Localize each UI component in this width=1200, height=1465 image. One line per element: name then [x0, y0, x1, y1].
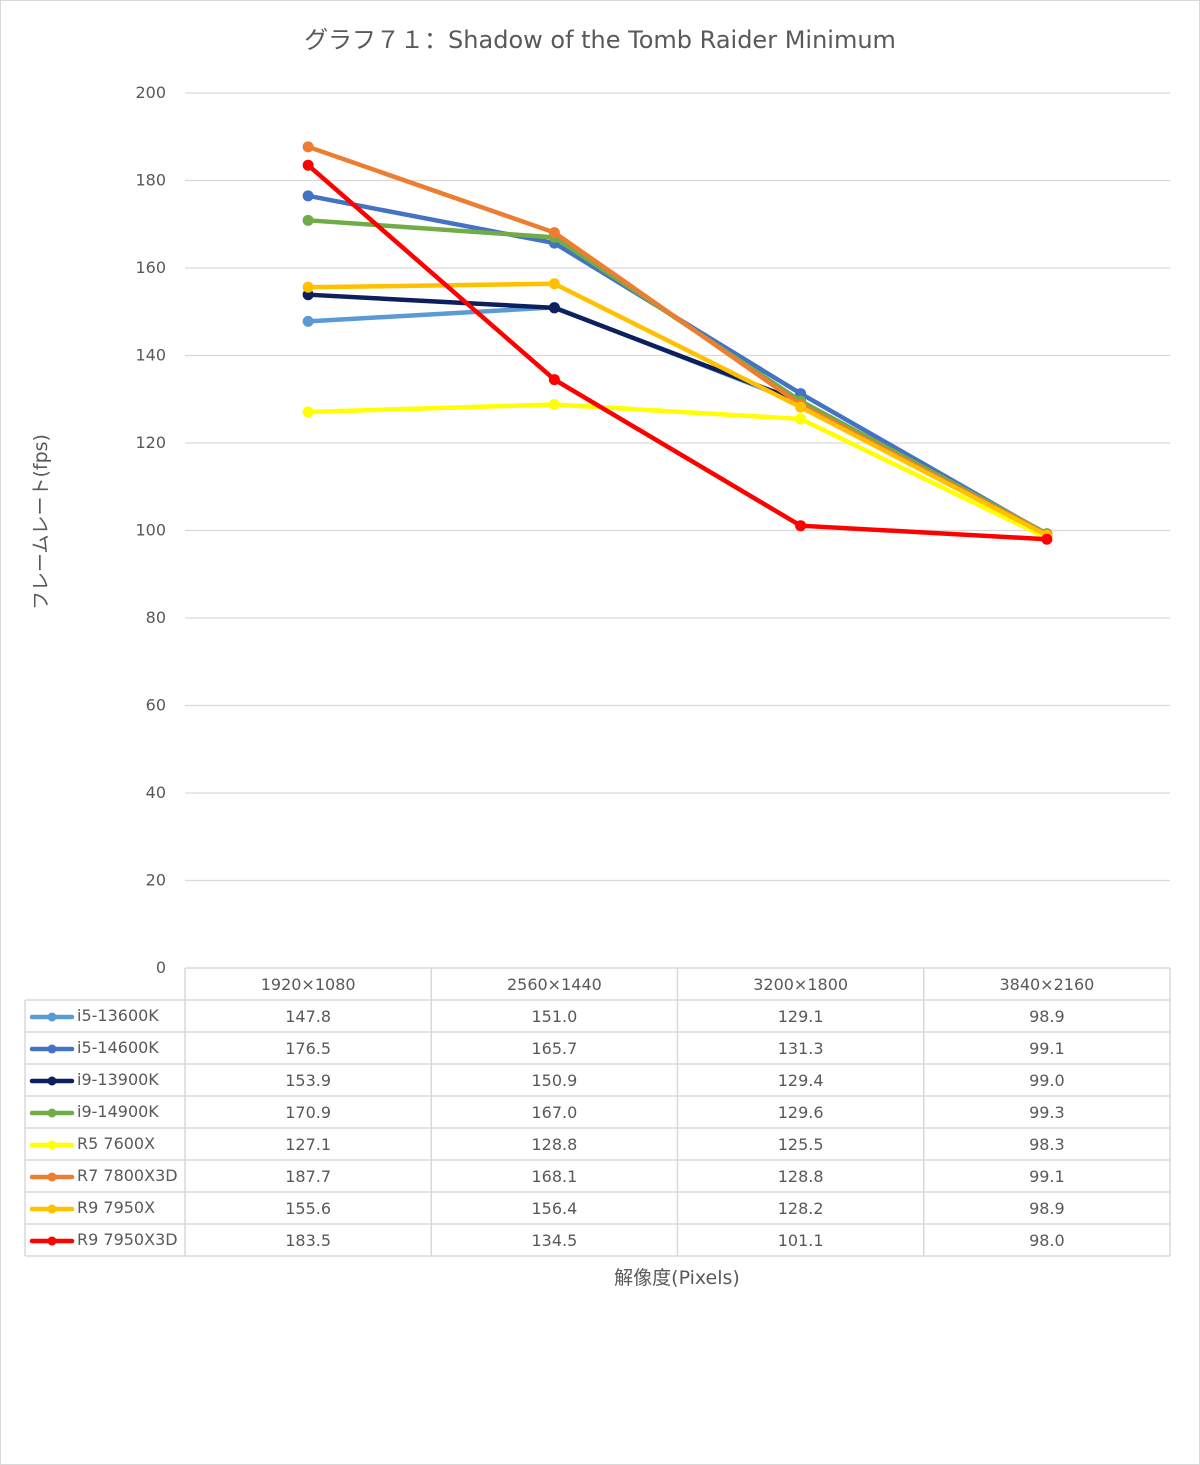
data-value-cell: 129.6	[778, 1103, 824, 1122]
y-tick-label: 40	[146, 783, 166, 802]
gridlines	[185, 92, 1170, 882]
y-tick-label: 200	[135, 83, 166, 102]
data-value-cell: 98.0	[1029, 1231, 1065, 1250]
data-value-cell: 155.6	[285, 1199, 331, 1218]
legend-label: R9 7950X3D	[77, 1230, 178, 1249]
series-r9-7950x3d	[302, 159, 1053, 545]
data-point	[302, 190, 314, 202]
data-point	[302, 159, 314, 171]
y-tick-label: 180	[135, 171, 166, 190]
data-point	[795, 520, 807, 532]
legend-label: R5 7600X	[77, 1134, 155, 1153]
data-point	[302, 281, 314, 293]
legend-marker-key	[47, 1204, 57, 1214]
data-value-cell: 176.5	[285, 1039, 331, 1058]
series-i9-14900k	[302, 214, 1053, 540]
legend-marker-key	[47, 1012, 57, 1022]
y-tick-label: 100	[135, 521, 166, 540]
data-value-cell: 128.8	[778, 1167, 824, 1186]
x-category-label: 1920×1080	[261, 975, 356, 994]
data-point	[548, 302, 560, 314]
data-value-cell: 99.1	[1029, 1167, 1065, 1186]
series-line	[305, 281, 1050, 538]
data-point	[548, 374, 560, 386]
data-point	[548, 399, 560, 410]
y-axis-title: フレームレート(fps)	[30, 434, 52, 610]
data-value-cell: 128.8	[531, 1135, 577, 1154]
y-tick-label: 80	[146, 608, 166, 627]
data-point	[302, 214, 314, 226]
data-value-cell: 99.3	[1029, 1103, 1065, 1122]
data-point	[302, 141, 314, 153]
data-value-cell: 129.4	[778, 1071, 824, 1090]
y-tick-label: 160	[135, 258, 166, 277]
legend-label: i9-13900K	[77, 1070, 159, 1089]
series-i5-13600k	[302, 301, 1053, 541]
data-value-cell: 183.5	[285, 1231, 331, 1250]
series-lines	[302, 141, 1053, 545]
data-value-cell: 129.1	[778, 1007, 824, 1026]
legend-label: i5-13600K	[77, 1006, 159, 1025]
data-value-cell: 128.2	[778, 1199, 824, 1218]
legend-marker-key	[47, 1172, 57, 1182]
series-line	[305, 292, 1050, 538]
legend-marker-key	[47, 1076, 57, 1086]
data-value-cell: 165.7	[531, 1039, 577, 1058]
legend-marker-key	[47, 1044, 57, 1054]
y-tick-label: 140	[135, 346, 166, 365]
legend-label: R7 7800X3D	[77, 1166, 178, 1185]
y-axis-ticks: 0 20 40 60 80 100 120 140 160 180 200	[135, 83, 166, 977]
series-line	[305, 305, 1050, 538]
data-value-cell: 125.5	[778, 1135, 824, 1154]
legend-marker-key	[47, 1140, 57, 1150]
y-tick-label: 120	[135, 433, 166, 452]
series-line	[305, 162, 1050, 542]
data-value-cell: 98.3	[1029, 1135, 1065, 1154]
data-value-cell: 168.1	[531, 1167, 577, 1186]
series-line	[305, 402, 1050, 541]
data-value-cell: 147.8	[285, 1007, 331, 1026]
y-tick-label: 20	[146, 871, 166, 890]
data-value-cell: 151.0	[531, 1007, 577, 1026]
data-value-cell: 101.1	[778, 1231, 824, 1250]
legend-label: R9 7950X	[77, 1198, 155, 1217]
data-point	[795, 401, 807, 413]
y-tick-label: 60	[146, 696, 166, 715]
data-value-cell: 170.9	[285, 1103, 331, 1122]
legend-label: i5-14600K	[77, 1038, 159, 1057]
legend-marker-key	[47, 1108, 57, 1118]
data-value-cell: 98.9	[1029, 1007, 1065, 1026]
data-value-cell: 150.9	[531, 1071, 577, 1090]
y-tick-label: 0	[156, 958, 166, 977]
data-value-cell: 98.9	[1029, 1199, 1065, 1218]
data-value-cell: 131.3	[778, 1039, 824, 1058]
data-value-cell: 127.1	[285, 1135, 331, 1154]
chart-title: グラフ７１：Shadow of the Tomb Raider Minimum	[304, 26, 896, 54]
data-point	[1041, 533, 1053, 545]
data-value-cell: 187.7	[285, 1167, 331, 1186]
data-value-cell: 153.9	[285, 1071, 331, 1090]
data-value-cell: 99.0	[1029, 1071, 1065, 1090]
data-value-cell: 134.5	[531, 1231, 577, 1250]
x-category-label: 3200×1800	[753, 975, 848, 994]
data-point	[302, 315, 314, 327]
data-point	[548, 227, 560, 239]
legend-marker-key	[47, 1236, 57, 1246]
x-category-label: 3840×2160	[999, 975, 1094, 994]
data-point	[302, 406, 314, 418]
series-i9-13900k	[302, 289, 1053, 541]
data-point	[548, 278, 560, 290]
data-table: 1920×1080 2560×1440 3200×1800 3840×2160 i5-1…	[24, 967, 1171, 1257]
x-category-label: 2560×1440	[507, 975, 602, 994]
data-value-cell: 167.0	[531, 1103, 577, 1122]
x-axis-title: 解像度(Pixels)	[614, 1267, 740, 1289]
data-value-cell: 99.1	[1029, 1039, 1065, 1058]
data-value-cell: 156.4	[531, 1199, 577, 1218]
legend-label: i9-14900K	[77, 1102, 159, 1121]
data-point	[795, 413, 807, 425]
